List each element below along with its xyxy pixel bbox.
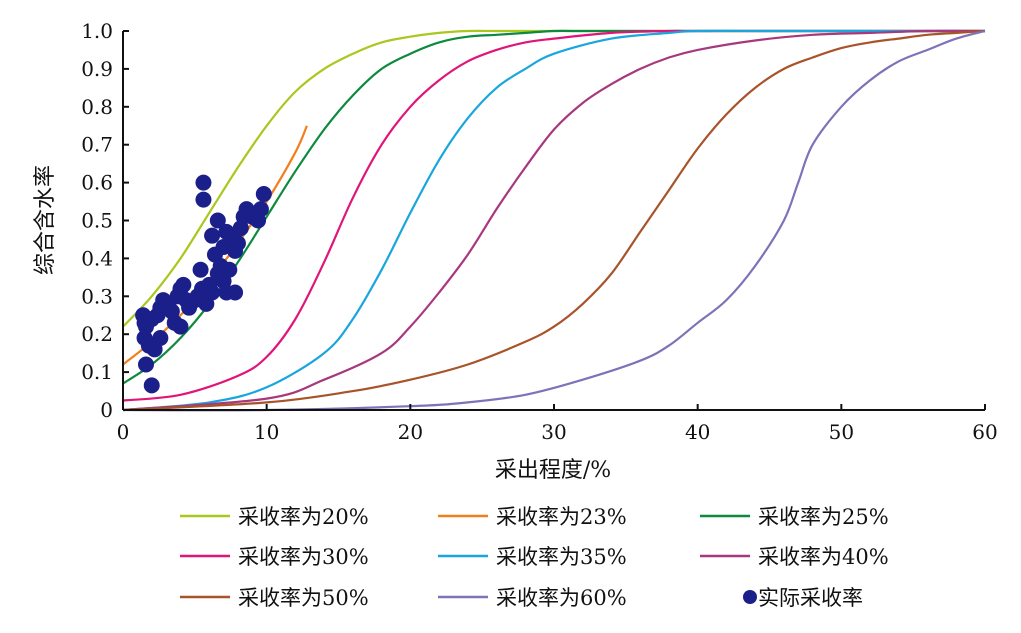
y-tick-label: 0.6 <box>81 171 113 195</box>
scatter-point <box>255 185 272 202</box>
series-line-5 <box>122 29 986 412</box>
scatter-point <box>172 318 189 335</box>
y-tick-label: 1.0 <box>81 19 113 43</box>
x-tick-label: 20 <box>398 420 423 444</box>
series-line-6 <box>122 29 986 412</box>
scatter-point <box>192 261 209 278</box>
legend-item: 采收率为35% <box>438 545 627 569</box>
legend-label: 采收率为60% <box>496 586 627 610</box>
y-tick-label: 0.5 <box>81 209 113 233</box>
scatter-point <box>252 201 269 218</box>
x-tick-label: 10 <box>254 420 279 444</box>
scatter-point <box>209 212 226 229</box>
x-tick-label: 50 <box>829 420 854 444</box>
x-axis-title: 采出程度/% <box>495 458 611 483</box>
legend-label: 采收率为35% <box>496 545 627 569</box>
series-line-7 <box>122 29 986 412</box>
scatter-point <box>229 235 246 252</box>
y-tick-label: 0.8 <box>81 95 113 119</box>
y-tick-label: 0.2 <box>81 322 113 346</box>
y-tick-label: 0.3 <box>81 284 113 308</box>
legend-label: 采收率为25% <box>758 505 889 529</box>
legend-item: 采收率为20% <box>180 505 369 529</box>
y-tick-label: 0.7 <box>81 133 113 157</box>
scatter-point <box>227 284 244 301</box>
legend-label: 采收率为23% <box>496 505 627 529</box>
y-tick-label: 0.1 <box>81 360 113 384</box>
legend-item: 采收率为50% <box>180 586 369 610</box>
x-tick-label: 60 <box>972 420 997 444</box>
legend-item: 采收率为30% <box>180 545 369 569</box>
x-tick-label: 40 <box>685 420 710 444</box>
scatter-point <box>195 174 212 191</box>
legend-label: 采收率为20% <box>238 505 369 529</box>
scatter-point <box>204 227 221 244</box>
legend-item: 采收率为25% <box>700 505 889 529</box>
scatter-point <box>195 191 212 208</box>
x-tick-label: 30 <box>541 420 566 444</box>
series-line-4 <box>122 29 985 412</box>
scatter-point <box>204 284 221 301</box>
y-tick-label: 0.4 <box>81 246 113 270</box>
y-tick-label: 0.9 <box>81 57 113 81</box>
x-tick-label: 0 <box>117 420 130 444</box>
legend-item: 实际采收率 <box>743 586 863 610</box>
legend: 采收率为20% 采收率为23% 采收率为25% 采收率为30% 采收率为35% 采收率为4… <box>180 505 889 610</box>
scatter-point <box>221 261 238 278</box>
scatter-layer <box>135 174 272 394</box>
legend-label: 实际采收率 <box>758 586 863 610</box>
y-axis-title: 综合含水率 <box>33 165 58 275</box>
scatter-point <box>137 356 154 373</box>
series-line-0 <box>122 29 985 328</box>
legend-item: 采收率为23% <box>438 505 627 529</box>
scatter-point <box>143 377 160 394</box>
scatter-point <box>152 329 169 346</box>
axes: 0 10 20 30 40 50 60 0 0.1 0.2 0.3 0.4 0.5 0.6 0.7 0.8 0.… <box>81 19 998 444</box>
legend-label: 采收率为50% <box>238 586 369 610</box>
legend-label: 采收率为30% <box>238 545 369 569</box>
legend-marker <box>743 590 757 604</box>
legend-item: 采收率为60% <box>438 586 627 610</box>
legend-item: 采收率为40% <box>700 545 889 569</box>
legend-label: 采收率为40% <box>758 545 889 569</box>
scatter-point <box>175 276 192 293</box>
y-tick-label: 0 <box>100 398 113 422</box>
